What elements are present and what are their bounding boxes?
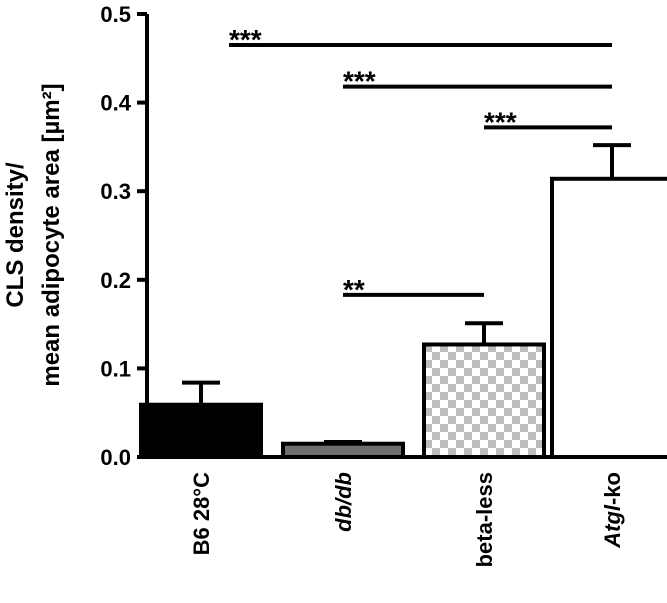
- y-axis-title-line2: mean adipocyte area [µm²]: [38, 83, 65, 386]
- y-tick-label: 0.5: [100, 2, 131, 27]
- y-tick-label: 0.0: [100, 445, 131, 470]
- significance-annotations: ***********: [229, 24, 612, 305]
- bar: [550, 176, 667, 460]
- y-tick-label: 0.1: [100, 356, 131, 381]
- y-tick-label: 0.2: [100, 268, 131, 293]
- y-tick-label: 0.4: [100, 91, 131, 116]
- y-axis-ticks: 0.0 0.1 0.2 0.3 0.4 0.5: [100, 2, 147, 470]
- bars: [139, 143, 667, 460]
- x-axis-labels: B6 28°C db/db beta-less Atgl-ko: [189, 472, 625, 567]
- x-category-label: db/db: [331, 472, 356, 532]
- bar: [139, 402, 263, 460]
- significance-stars: ***: [229, 24, 262, 55]
- x-category-label: beta-less: [472, 472, 497, 567]
- significance-stars: **: [343, 274, 365, 305]
- significance-stars: ***: [484, 106, 517, 137]
- x-category-label: B6 28°C: [189, 472, 214, 556]
- significance-stars: ***: [343, 66, 376, 97]
- y-tick-label: 0.3: [100, 179, 131, 204]
- x-category-label: Atgl-ko: [600, 472, 625, 549]
- y-axis-title-line1: CLS density/: [2, 162, 29, 308]
- bar: [422, 342, 546, 459]
